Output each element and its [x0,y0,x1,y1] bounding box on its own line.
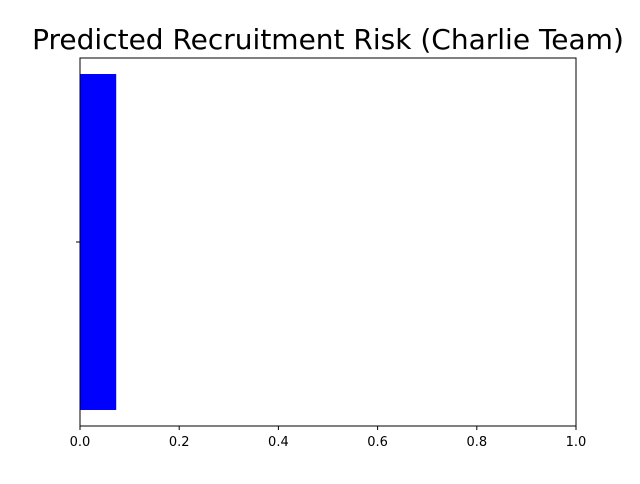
bar [80,74,117,410]
bars-layer [80,74,117,410]
x-tick-label: 0.2 [169,435,190,450]
x-tick-label: 0.6 [367,435,388,450]
x-tick-label: 0.0 [70,435,91,450]
plot-frame [79,57,577,427]
x-tick-label: 0.4 [268,435,289,450]
chart-title: Predicted Recruitment Risk (Charlie Team… [32,23,624,56]
x-axis: 0.0 0.2 0.4 0.6 0.8 1.0 [70,426,587,450]
x-tick-label: 0.8 [466,435,487,450]
x-tick-label: 1.0 [566,435,587,450]
